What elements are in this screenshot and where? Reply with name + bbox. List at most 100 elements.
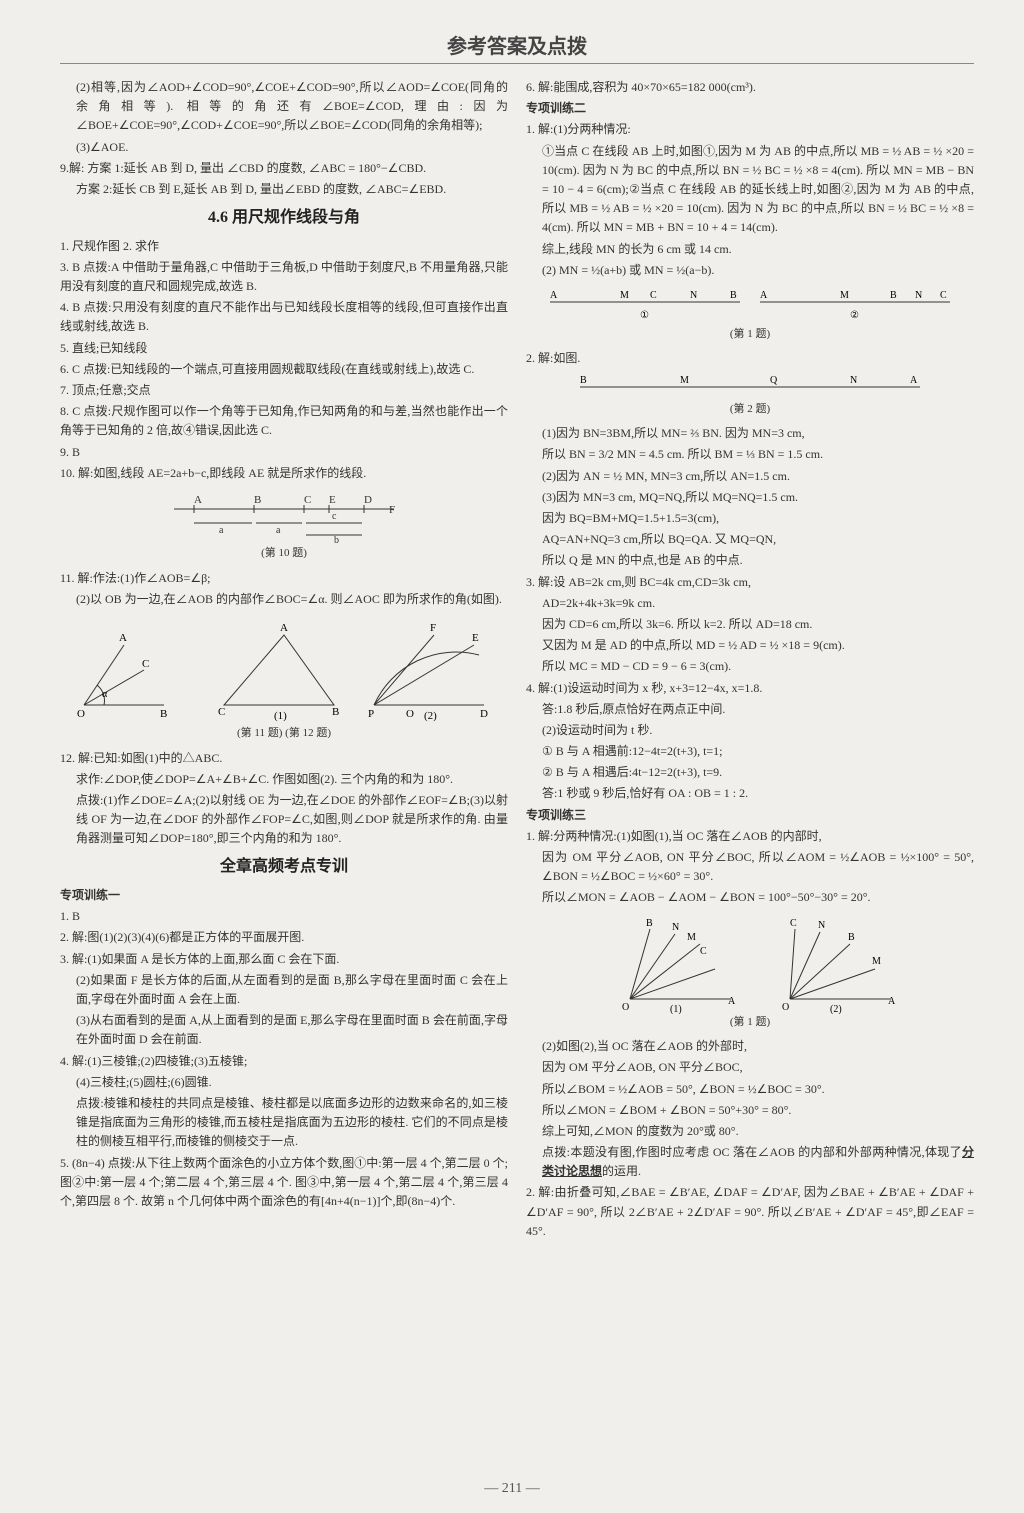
- text-line: (3)∠AOE.: [60, 138, 508, 157]
- svg-text:O: O: [77, 708, 85, 720]
- text-line: 6. C 点拨:已知线段的一个端点,可直接用圆规截取线段(在直线或射线上),故选…: [60, 360, 508, 379]
- text-line: ①当点 C 在线段 AB 上时,如图①,因为 M 为 AB 的中点,所以 MB …: [526, 142, 974, 238]
- svg-text:C: C: [218, 706, 225, 718]
- number-line-diagram-icon: A M C N B ① A M B N C ②: [540, 286, 960, 326]
- svg-text:(2): (2): [424, 710, 437, 722]
- subsection-title: 专项训练一: [60, 886, 508, 905]
- svg-text:D: D: [480, 708, 488, 720]
- svg-text:A: A: [910, 375, 918, 386]
- text-line: 1. 解:(1)分两种情况:: [526, 120, 974, 139]
- text-line: 点拨:(1)作∠DOE=∠A;(2)以射线 OE 为一边,在∠DOE 的外部作∠…: [60, 791, 508, 849]
- text-line: 所以 Q 是 MN 的中点,也是 AB 的中点.: [526, 551, 974, 570]
- svg-text:A: A: [728, 996, 736, 1007]
- svg-text:B: B: [332, 706, 339, 718]
- svg-text:P: P: [368, 708, 374, 720]
- text-line: 又因为 M 是 AD 的中点,所以 MD = ½ AD = ½ ×18 = 9(…: [526, 636, 974, 655]
- svg-text:(2): (2): [830, 1004, 842, 1014]
- right-column: 6. 解:能围成,容积为 40×70×65=182 000(cm³). 专项训练…: [526, 76, 974, 1243]
- text-line: (2)因为 AN = ½ MN, MN=3 cm,所以 AN=1.5 cm.: [526, 467, 974, 486]
- text-line: 所以∠MON = ∠AOB − ∠AOM − ∠BON = 100°−50°−3…: [526, 888, 974, 907]
- text-line: ① B 与 A 相遇前:12−4t=2(t+3), t=1;: [526, 742, 974, 761]
- figure-r1: A M C N B ① A M B N C ② (第 1 题): [526, 286, 974, 344]
- text-line: 答:1 秒或 9 秒后,恰好有 OA : OB = 1 : 2.: [526, 784, 974, 803]
- figure-caption: (第 1 题): [526, 1014, 974, 1032]
- svg-text:A: A: [760, 290, 768, 301]
- svg-text:E: E: [472, 632, 479, 644]
- svg-text:M: M: [872, 956, 881, 967]
- text-line: 所以∠BOM = ½∠AOB = 50°, ∠BON = ½∠BOC = 30°…: [526, 1080, 974, 1099]
- svg-text:B: B: [646, 918, 653, 929]
- text-line: 因为 BQ=BM+MQ=1.5+1.5=3(cm),: [526, 509, 974, 528]
- text-line: AD=2k+4k+3k=9k cm.: [526, 594, 974, 613]
- text-line: AQ=AN+NQ=3 cm,所以 BQ=QA. 又 MQ=QN,: [526, 530, 974, 549]
- svg-text:b: b: [334, 535, 339, 545]
- svg-text:N: N: [850, 375, 857, 386]
- svg-text:F: F: [430, 622, 436, 634]
- section-title-46: 4.6 用尺规作线段与角: [60, 205, 508, 231]
- text-line: 3. B 点拨:A 中借助于量角器,C 中借助于三角板,D 中借助于刻度尺,B …: [60, 258, 508, 296]
- text-line: 因为 CD=6 cm,所以 3k=6. 所以 k=2. 所以 AD=18 cm.: [526, 615, 974, 634]
- text-line: 1. 解:分两种情况:(1)如图(1),当 OC 落在∠AOB 的内部时,: [526, 827, 974, 846]
- text-line: (2)如果面 F 是长方体的后面,从左面看到的是面 B,那么字母在里面时面 C …: [60, 971, 508, 1009]
- text-line: (4)三棱柱;(5)圆柱;(6)圆锥.: [60, 1073, 508, 1092]
- svg-text:O: O: [406, 708, 414, 720]
- svg-text:(1): (1): [670, 1004, 682, 1014]
- text-line: 3. 解:(1)如果面 A 是长方体的上面,那么面 C 会在下面.: [60, 950, 508, 969]
- number-line-diagram-icon: B M Q N A: [570, 375, 930, 401]
- text-line: ② B 与 A 相遇后:4t−12=2(t+3), t=9.: [526, 763, 974, 782]
- text-line: 所以 BN = 3/2 MN = 4.5 cm. 所以 BM = ⅓ BN = …: [526, 445, 974, 464]
- text-line: 4. 解:(1)三棱锥;(2)四棱锥;(3)五棱锥;: [60, 1052, 508, 1071]
- svg-text:C: C: [650, 290, 657, 301]
- text-line: 10. 解:如图,线段 AE=2a+b−c,即线段 AE 就是所求作的线段.: [60, 464, 508, 483]
- figure-11-12: O B A C α C B A (1) P O: [60, 615, 508, 743]
- text-line: 12. 解:已知:如图(1)中的△ABC.: [60, 749, 508, 768]
- svg-text:B: B: [160, 708, 167, 720]
- svg-text:F: F: [389, 504, 395, 516]
- text-line: 9.解: 方案 1:延长 AB 到 D, 量出 ∠CBD 的度数, ∠ABC =…: [60, 159, 508, 178]
- figure-caption: (第 2 题): [526, 401, 974, 419]
- svg-text:D: D: [364, 494, 372, 506]
- svg-text:B: B: [730, 290, 737, 301]
- header-title: 参考答案及点拨: [60, 30, 974, 59]
- svg-text:a: a: [219, 525, 224, 536]
- text-line: 因为 OM 平分∠AOB, ON 平分∠BOC,: [526, 1058, 974, 1077]
- svg-text:B: B: [254, 494, 261, 506]
- svg-text:N: N: [915, 290, 922, 301]
- svg-text:C: C: [940, 290, 947, 301]
- svg-text:C: C: [700, 946, 707, 957]
- svg-text:C: C: [790, 918, 797, 929]
- svg-text:M: M: [680, 375, 689, 386]
- svg-text:Q: Q: [770, 375, 778, 386]
- svg-text:N: N: [672, 922, 679, 933]
- angle-diagram-icon: O B A C α C B A (1) P O: [74, 615, 494, 725]
- angle-rays-diagram-icon: O A B N M C (1) O A C N: [590, 914, 910, 1014]
- text-line: 2. 解:图(1)(2)(3)(4)(6)都是正方体的平面展开图.: [60, 928, 508, 947]
- svg-text:B: B: [848, 932, 855, 943]
- note-text: 的运用.: [602, 1164, 641, 1178]
- svg-text:A: A: [888, 996, 896, 1007]
- page: 参考答案及点拨 (2)相等,因为∠AOD+∠COD=90°,∠COE+∠COD=…: [0, 0, 1024, 1513]
- text-line: (3)从右面看到的是面 A,从上面看到的是面 E,那么字母在里面时面 B 会在前…: [60, 1011, 508, 1049]
- columns: (2)相等,因为∠AOD+∠COD=90°,∠COE+∠COD=90°,所以∠A…: [60, 76, 974, 1243]
- text-line: 求作:∠DOP,使∠DOP=∠A+∠B+∠C. 作图如图(2). 三个内角的和为…: [60, 770, 508, 789]
- figure-caption: (第 10 题): [60, 545, 508, 563]
- text-line: 答:1.8 秒后,原点恰好在两点正中间.: [526, 700, 974, 719]
- text-line: (2) MN = ½(a+b) 或 MN = ½(a−b).: [526, 261, 974, 280]
- svg-text:N: N: [818, 920, 825, 931]
- text-line: 2. 解:如图.: [526, 349, 974, 368]
- text-line: 1. 尺规作图 2. 求作: [60, 237, 508, 256]
- line-segment-diagram-icon: A B C E D F a a c: [164, 489, 404, 545]
- svg-text:②: ②: [850, 310, 859, 321]
- subsection-title: 专项训练二: [526, 99, 974, 118]
- text-line: (3)因为 MN=3 cm, MQ=NQ,所以 MQ=NQ=1.5 cm.: [526, 488, 974, 507]
- text-line: 方案 2:延长 CB 到 E,延长 AB 到 D, 量出∠EBD 的度数, ∠A…: [60, 180, 508, 199]
- text-line: 5. (8n−4) 点拨:从下往上数两个面涂色的小立方体个数,图①中:第一层 4…: [60, 1154, 508, 1212]
- svg-text:A: A: [194, 494, 202, 506]
- text-line: (2)以 OB 为一边,在∠AOB 的内部作∠BOC=∠α. 则∠AOC 即为所…: [60, 590, 508, 609]
- text-line: 6. 解:能围成,容积为 40×70×65=182 000(cm³).: [526, 78, 974, 97]
- text-line: 点拨:棱锥和棱柱的共同点是棱锥、棱柱都是以底面多边形的边数来命名的,如三棱锥是指…: [60, 1094, 508, 1152]
- svg-text:A: A: [550, 290, 558, 301]
- svg-text:C: C: [142, 658, 149, 670]
- text-line: 5. 直线;已知线段: [60, 339, 508, 358]
- text-line: (2)相等,因为∠AOD+∠COD=90°,∠COE+∠COD=90°,所以∠A…: [60, 78, 508, 136]
